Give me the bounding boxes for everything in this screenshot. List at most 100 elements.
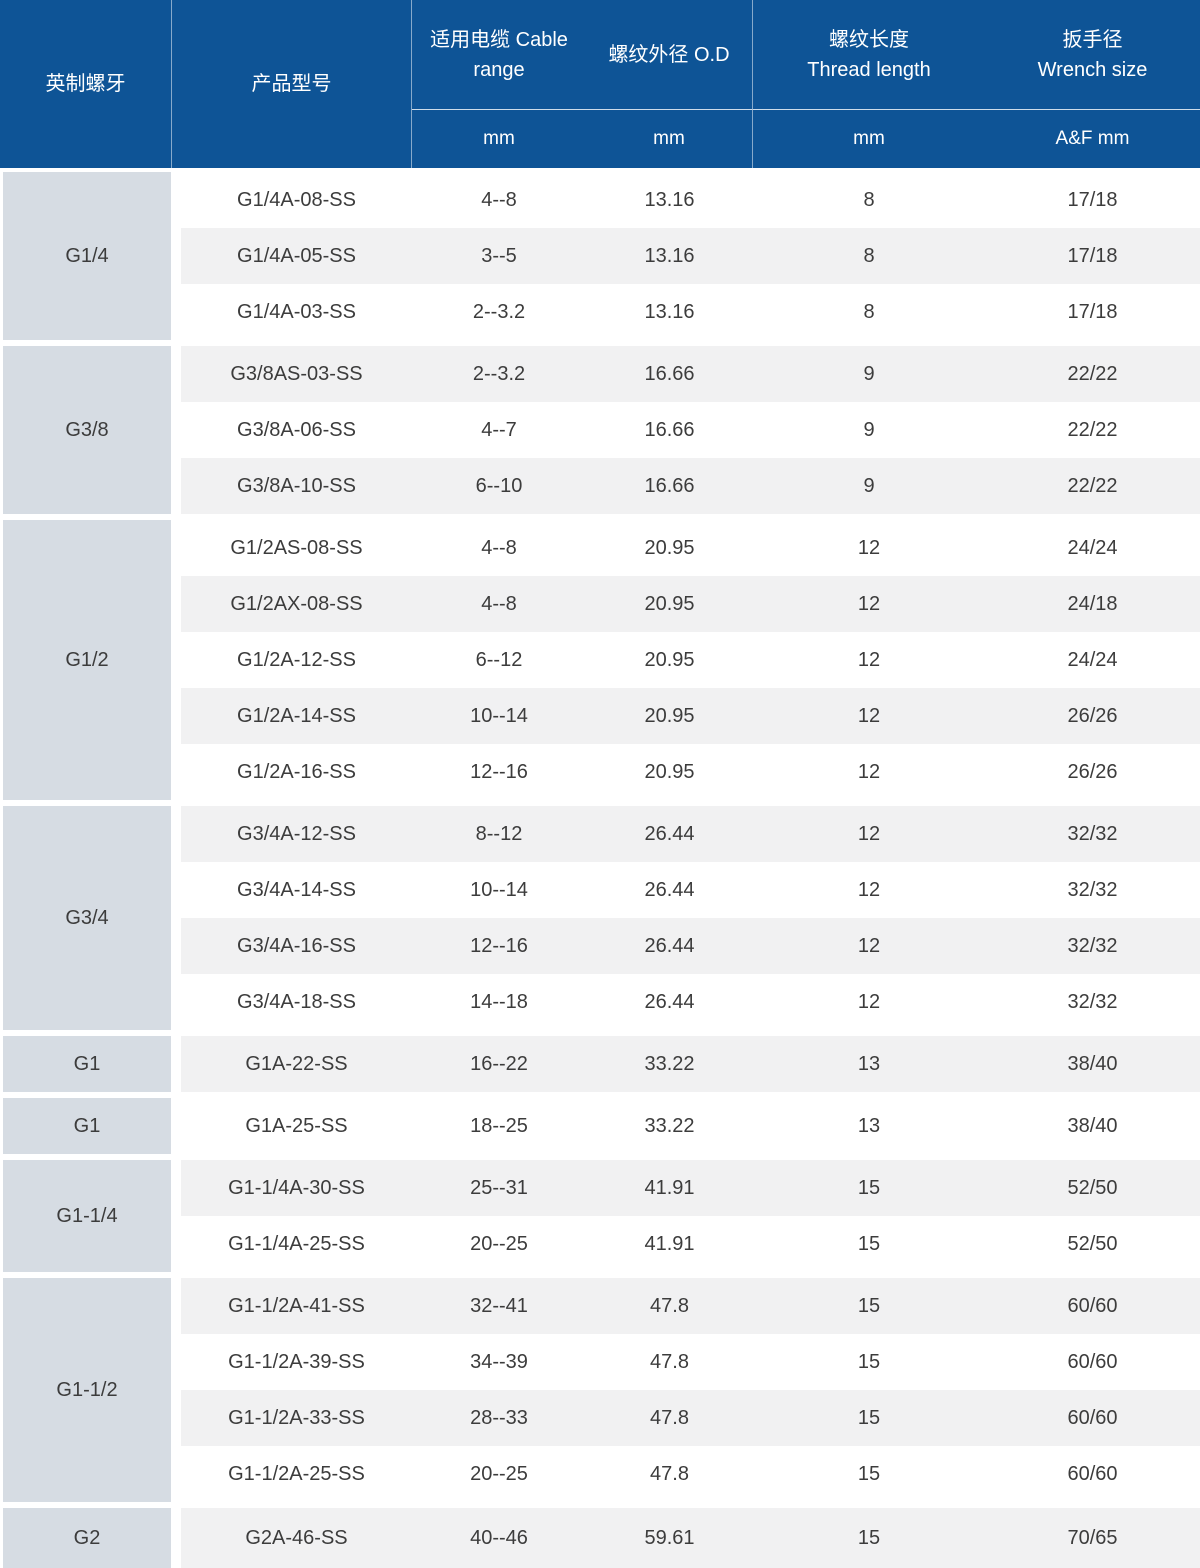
cell-od: 16.66 bbox=[644, 362, 695, 385]
cell-od: 20.95 bbox=[644, 648, 695, 671]
unit-cell-thread-od-mm: mm bbox=[586, 110, 753, 168]
header-label-thread-length-line2: Thread length bbox=[807, 58, 931, 81]
cell-cable: 2--3.2 bbox=[472, 362, 526, 385]
cell-cable: 32--41 bbox=[470, 1294, 528, 1317]
cell-tlen: 9 bbox=[863, 418, 875, 441]
header-cell-wrench-size: 扳手径 Wrench size bbox=[985, 0, 1200, 110]
cell-tlen: 12 bbox=[857, 822, 881, 845]
thread-group: G1-1/2 G1-1/2A-41-SS 32--41 47.8 15 60/60 G1-1… bbox=[0, 1278, 1200, 1502]
cell-cable: 4--7 bbox=[481, 418, 517, 441]
thread-size-cell: G1-1/4 bbox=[3, 1160, 171, 1272]
table-row: G1/4A-08-SS 4--8 13.16 8 17/18 bbox=[181, 172, 1200, 228]
cell-od: 20.95 bbox=[644, 704, 695, 727]
table-row: G3/8A-10-SS 6--10 16.66 9 22/22 bbox=[181, 458, 1200, 514]
cell-cable: 18--25 bbox=[470, 1114, 528, 1137]
cell-od: 59.61 bbox=[644, 1526, 695, 1549]
cell-od: 47.8 bbox=[650, 1462, 689, 1485]
cell-tlen: 15 bbox=[857, 1294, 881, 1317]
cell-model: G1A-25-SS bbox=[245, 1114, 348, 1137]
cell-tlen: 12 bbox=[857, 648, 881, 671]
cell-tlen: 12 bbox=[857, 704, 881, 727]
cell-model: G3/8A-06-SS bbox=[237, 418, 356, 441]
cell-wrench: 17/18 bbox=[1067, 188, 1118, 211]
table-row: G1-1/4A-30-SS 25--31 41.91 15 52/50 bbox=[181, 1160, 1200, 1216]
cell-tlen: 12 bbox=[857, 934, 881, 957]
cell-cable: 34--39 bbox=[470, 1350, 528, 1373]
cell-tlen: 8 bbox=[863, 244, 875, 267]
thread-size-cell: G1 bbox=[3, 1036, 171, 1092]
cell-model: G3/4A-16-SS bbox=[237, 934, 356, 957]
cell-od: 20.95 bbox=[644, 536, 695, 559]
cell-tlen: 15 bbox=[857, 1350, 881, 1373]
header-label-thread-length-line1: 螺纹长度 bbox=[829, 28, 909, 51]
cell-tlen: 9 bbox=[863, 362, 875, 385]
cell-model: G1/2AS-08-SS bbox=[230, 536, 363, 559]
cell-wrench: 52/50 bbox=[1067, 1232, 1118, 1255]
table-row: G3/8A-06-SS 4--7 16.66 9 22/22 bbox=[181, 402, 1200, 458]
cell-wrench: 22/22 bbox=[1067, 362, 1118, 385]
cell-cable: 4--8 bbox=[481, 536, 517, 559]
unit-label-thread-od: mm bbox=[653, 128, 685, 149]
cell-od: 33.22 bbox=[644, 1052, 695, 1075]
table-row: G1-1/2A-33-SS 28--33 47.8 15 60/60 bbox=[181, 1390, 1200, 1446]
thread-group: G1 G1A-25-SS 18--25 33.22 13 38/40 bbox=[0, 1098, 1200, 1154]
cell-od: 20.95 bbox=[644, 760, 695, 783]
table-row: G1-1/2A-25-SS 20--25 47.8 15 60/60 bbox=[181, 1446, 1200, 1502]
header-label-cable-range-line1: 适用电缆 Cable bbox=[430, 28, 568, 51]
cell-model: G3/8AS-03-SS bbox=[230, 362, 363, 385]
cell-model: G1/4A-05-SS bbox=[237, 244, 356, 267]
cell-model: G2A-46-SS bbox=[245, 1526, 348, 1549]
cell-model: G1-1/4A-25-SS bbox=[228, 1232, 365, 1255]
cell-model: G1/4A-03-SS bbox=[237, 300, 356, 323]
cell-cable: 40--46 bbox=[470, 1526, 528, 1549]
cell-wrench: 38/40 bbox=[1067, 1114, 1118, 1137]
cell-wrench: 26/26 bbox=[1067, 704, 1118, 727]
thread-group: G2 G2A-46-SS 40--46 59.61 15 70/65 bbox=[0, 1508, 1200, 1568]
cell-cable: 16--22 bbox=[470, 1052, 528, 1075]
thread-size-cell: G1-1/2 bbox=[3, 1278, 171, 1502]
cell-tlen: 13 bbox=[857, 1052, 881, 1075]
header-cell-cable-range: 适用电缆 Cable range bbox=[412, 0, 586, 110]
cell-cable: 8--12 bbox=[475, 822, 523, 845]
table-row: G1/2AX-08-SS 4--8 20.95 12 24/18 bbox=[181, 576, 1200, 632]
thread-size-cell: G3/8 bbox=[3, 346, 171, 514]
cell-wrench: 32/32 bbox=[1067, 934, 1118, 957]
cell-wrench: 22/22 bbox=[1067, 474, 1118, 497]
cell-model: G3/4A-18-SS bbox=[237, 990, 356, 1013]
header-label-cable-range-line2: range bbox=[473, 58, 525, 81]
cell-wrench: 38/40 bbox=[1067, 1052, 1118, 1075]
unit-label-wrench-size: A&F mm bbox=[1055, 128, 1130, 149]
cell-wrench: 60/60 bbox=[1067, 1350, 1118, 1373]
group-rows: G3/8AS-03-SS 2--3.2 16.66 9 22/22 G3/8A-06-SS… bbox=[181, 346, 1200, 514]
group-rows: G2A-46-SS 40--46 59.61 15 70/65 bbox=[181, 1508, 1200, 1568]
table-header: 英制螺牙 产品型号 适用电缆 Cable range 螺纹外径 O.D 螺纹长度… bbox=[0, 0, 1200, 168]
cell-od: 47.8 bbox=[650, 1294, 689, 1317]
cell-model: G1/2A-12-SS bbox=[237, 648, 356, 671]
cell-od: 33.22 bbox=[644, 1114, 695, 1137]
unit-cell-cable-range-mm: mm bbox=[412, 110, 586, 168]
unit-label-thread-length: mm bbox=[853, 128, 885, 149]
cell-od: 20.95 bbox=[644, 592, 695, 615]
thread-group: G3/4 G3/4A-12-SS 8--12 26.44 12 32/32 G3/4A-14… bbox=[0, 806, 1200, 1030]
cell-model: G1-1/2A-39-SS bbox=[228, 1350, 365, 1373]
table-body: G1/4 G1/4A-08-SS 4--8 13.16 8 17/18 G1/4A-05-S… bbox=[0, 172, 1200, 1568]
cell-od: 41.91 bbox=[644, 1176, 695, 1199]
table-row: G1A-22-SS 16--22 33.22 13 38/40 bbox=[181, 1036, 1200, 1092]
thread-group: G1/2 G1/2AS-08-SS 4--8 20.95 12 24/24 G1/2AX-0… bbox=[0, 520, 1200, 800]
table-row: G3/4A-18-SS 14--18 26.44 12 32/32 bbox=[181, 974, 1200, 1030]
thread-size-cell: G1/4 bbox=[3, 172, 171, 340]
cell-wrench: 32/32 bbox=[1067, 878, 1118, 901]
cell-model: G1/2A-16-SS bbox=[237, 760, 356, 783]
table-row: G1-1/4A-25-SS 20--25 41.91 15 52/50 bbox=[181, 1216, 1200, 1272]
group-rows: G1A-25-SS 18--25 33.22 13 38/40 bbox=[181, 1098, 1200, 1154]
group-rows: G1A-22-SS 16--22 33.22 13 38/40 bbox=[181, 1036, 1200, 1092]
unit-cell-wrench-af-mm: A&F mm bbox=[985, 110, 1200, 168]
thread-size-cell: G3/4 bbox=[3, 806, 171, 1030]
cell-tlen: 12 bbox=[857, 990, 881, 1013]
cell-wrench: 32/32 bbox=[1067, 822, 1118, 845]
table-row: G1/2A-16-SS 12--16 20.95 12 26/26 bbox=[181, 744, 1200, 800]
cell-tlen: 12 bbox=[857, 592, 881, 615]
cell-wrench: 70/65 bbox=[1067, 1526, 1118, 1549]
cell-model: G3/4A-14-SS bbox=[237, 878, 356, 901]
